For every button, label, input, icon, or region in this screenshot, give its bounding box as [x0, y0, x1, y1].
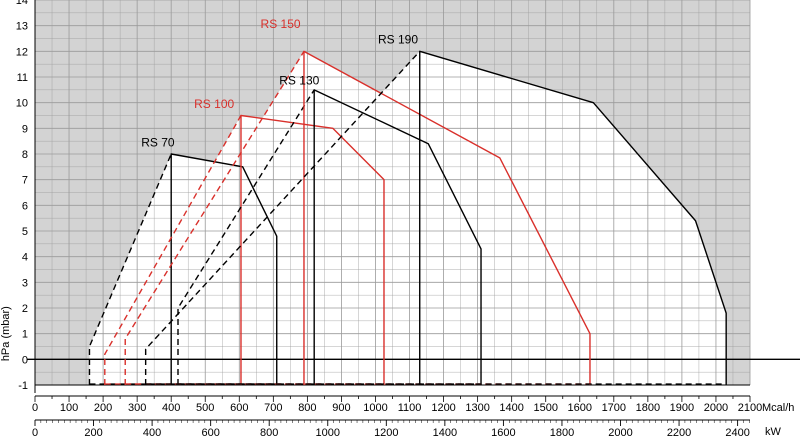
- x-tick-label-mcal: 1300: [465, 402, 489, 414]
- series-solid-rs-70: [170, 153, 278, 385]
- x-tick-label-mcal: 0: [32, 402, 38, 414]
- x-tick-label-kw: 800: [260, 427, 278, 438]
- y-tick-label: 14: [16, 0, 28, 7]
- series-labels: RS 70 RS 100 RS 130 RS 150 RS 190: [141, 17, 418, 149]
- x-axis-unit-kw: kW: [765, 426, 782, 438]
- y-tick-label: 4: [22, 252, 28, 264]
- x-tick-label-kw: 0: [32, 427, 38, 438]
- x-tick-label-mcal: 300: [128, 402, 146, 414]
- x-tick-label-mcal: 200: [94, 402, 112, 414]
- series-label-rs-190: RS 190: [378, 33, 418, 47]
- series-dashed-rs-100: [104, 115, 242, 385]
- x-tick-label-mcal: 1900: [670, 402, 694, 414]
- x-tick-label-kw: 200: [84, 427, 102, 438]
- y-tick-label: 10: [16, 98, 28, 110]
- y-tick-label: 0: [22, 354, 28, 366]
- x-tick-label-kw: 1600: [491, 427, 515, 438]
- series-solid-rs-130: [313, 89, 482, 385]
- axes: [27, 0, 800, 426]
- x-tick-label-mcal: 800: [298, 402, 316, 414]
- x-tick-label-mcal: 1500: [533, 402, 557, 414]
- x-axis-unit-mcal: Mcal/h: [762, 402, 794, 414]
- x-tick-label-kw: 1200: [374, 427, 398, 438]
- x-tick-label-kw: 2400: [725, 427, 749, 438]
- x-tick-label-mcal: 1200: [431, 402, 455, 414]
- series-dashed-rs-70: [88, 153, 172, 385]
- x-tick-label-mcal: 500: [196, 402, 214, 414]
- x-tick-label-mcal: 400: [162, 402, 180, 414]
- y-tick-label: 8: [22, 149, 28, 161]
- series-label-rs-150: RS 150: [261, 17, 301, 31]
- y-tick-label: 13: [16, 21, 28, 33]
- y-tick-label: 12: [16, 46, 28, 58]
- x-tick-label-mcal: 100: [60, 402, 78, 414]
- x-tick-label-mcal: 1800: [636, 402, 660, 414]
- series-solid-rs-190: [419, 50, 727, 385]
- y-tick-label: 11: [17, 72, 28, 84]
- x-tick-label-mcal: 1600: [568, 402, 592, 414]
- x-tick-label-mcal: 2000: [704, 402, 728, 414]
- y-tick-label: 9: [22, 123, 28, 135]
- x-tick-label-mcal: 1700: [602, 402, 626, 414]
- y-tick-label: 5: [22, 226, 28, 238]
- y-tick-label: 7: [22, 175, 28, 187]
- x-tick-label-kw: 400: [143, 427, 161, 438]
- grid: [34, 0, 751, 386]
- y-tick-label: 6: [22, 200, 28, 212]
- series-label-rs-130: RS 130: [279, 74, 319, 88]
- series-dashed-rs-190: [144, 50, 421, 385]
- x-tick-label-kw: 2000: [608, 427, 632, 438]
- x-tick-label-mcal: 600: [230, 402, 248, 414]
- series-dashed-rs-150: [124, 50, 305, 385]
- x-tick-label-kw: 2200: [667, 427, 691, 438]
- y-tick-label: 2: [22, 303, 28, 315]
- series-lines: [88, 50, 727, 385]
- series-label-rs-100: RS 100: [194, 97, 234, 111]
- x-tick-label-kw: 600: [201, 427, 219, 438]
- y-tick-label: 3: [22, 277, 28, 289]
- x-tick-label-kw: 1000: [316, 427, 340, 438]
- series-solid-rs-100: [240, 114, 385, 385]
- x-tick-label-kw: 1400: [433, 427, 457, 438]
- series-dashed-rs-130: [177, 89, 315, 385]
- x-tick-label-mcal: 900: [332, 402, 350, 414]
- y-tick-label: -1: [18, 380, 28, 392]
- x-tick-label-mcal: 2100: [738, 402, 762, 414]
- series-label-rs-70: RS 70: [141, 135, 175, 149]
- y-tick-label: 1: [22, 329, 28, 341]
- series-solid-rs-150: [303, 50, 591, 385]
- x-tick-label-mcal: 700: [264, 402, 282, 414]
- x-tick-label-mcal: 1100: [398, 402, 422, 414]
- x-tick-label-mcal: 1400: [499, 402, 523, 414]
- x-tick-label-kw: 1800: [550, 427, 574, 438]
- y-axis-label: hPa (mbar): [0, 306, 12, 361]
- x-tick-label-mcal: 1000: [363, 402, 387, 414]
